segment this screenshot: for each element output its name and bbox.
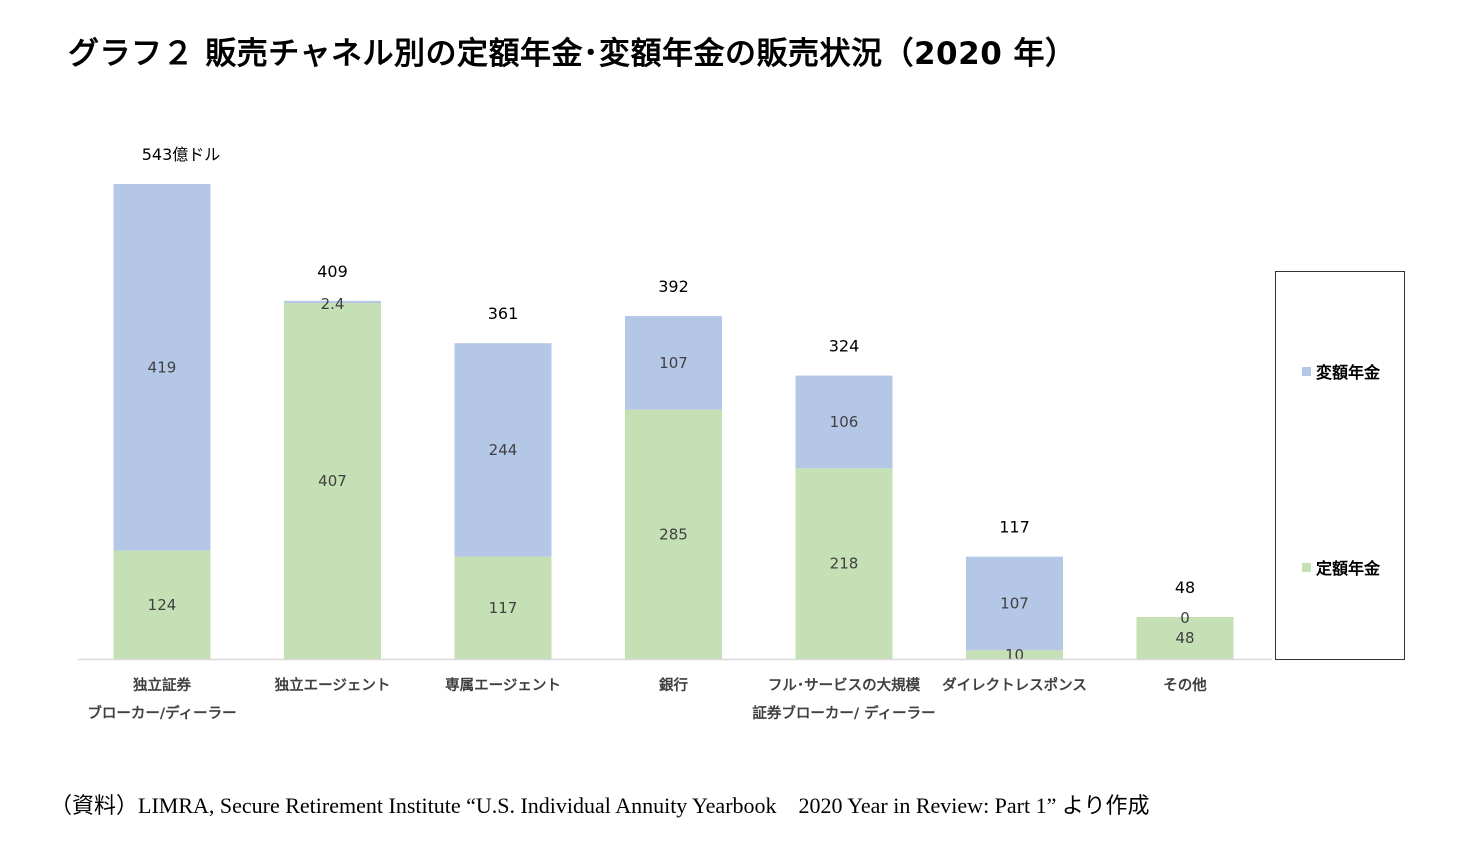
bar-fixed <box>454 556 552 659</box>
total-label: 409 <box>317 262 348 281</box>
x-tick-label: 専属エージェント <box>445 676 561 694</box>
total-label: 48 <box>1175 578 1195 597</box>
data-label-variable: 107 <box>659 354 688 372</box>
bar-fixed <box>113 550 211 659</box>
total-label: 117 <box>999 518 1030 537</box>
legend-swatch-variable <box>1302 366 1311 376</box>
legend-item-variable: 変額年金 <box>1302 359 1380 383</box>
x-tick-label: ブローカー/ディーラー <box>87 704 236 722</box>
data-label-variable: 244 <box>489 441 518 459</box>
x-tick-label: ダイレクトレスポンス <box>942 676 1087 694</box>
source-note: （資料）LIMRA, Secure Retirement Institute “… <box>50 793 1150 818</box>
bar-variable <box>454 343 552 557</box>
bar-fixed <box>795 468 893 659</box>
legend-item-fixed: 定額年金 <box>1302 555 1380 579</box>
legend-label-fixed: 定額年金 <box>1316 559 1381 578</box>
total-label: 392 <box>658 277 689 296</box>
bar-variable <box>284 300 381 303</box>
total-label: 324 <box>829 337 860 356</box>
data-label-variable: 107 <box>1000 594 1029 612</box>
legend-swatch-fixed <box>1302 562 1311 572</box>
x-tick-label: 銀行 <box>659 676 688 694</box>
x-tick-label: 独立エージェント <box>275 676 391 694</box>
bar-variable <box>795 375 893 469</box>
x-tick-label: フル･サービスの大規模 <box>768 676 921 694</box>
data-label-fixed: 407 <box>318 472 347 490</box>
x-tick-label: 独立証券 <box>133 676 191 694</box>
bar-fixed <box>284 302 381 659</box>
data-label-variable: 2.4 <box>321 295 345 313</box>
data-label-fixed: 218 <box>830 555 859 573</box>
data-label-fixed: 124 <box>148 596 177 614</box>
bar-variable <box>625 316 722 410</box>
total-label: 361 <box>488 304 519 323</box>
bar-fixed <box>1136 617 1234 659</box>
bar-fixed <box>625 409 722 659</box>
data-label-fixed: 48 <box>1175 629 1194 647</box>
data-label-fixed: 10 <box>1005 646 1024 664</box>
x-tick-label: その他 <box>1163 676 1207 694</box>
total-label: 543億ドル <box>142 145 221 164</box>
data-label-fixed: 117 <box>489 599 518 617</box>
data-label-variable: 0 <box>1180 609 1190 627</box>
data-label-fixed: 285 <box>659 525 688 543</box>
legend-label-variable: 変額年金 <box>1316 363 1381 382</box>
legend: 変額年金 定額年金 <box>1275 271 1405 660</box>
x-tick-label: 証券ブローカー/ ディーラー <box>752 704 935 722</box>
bar-fixed <box>966 650 1063 659</box>
bar-variable <box>966 556 1063 651</box>
data-label-variable: 419 <box>148 358 177 376</box>
chart-title: グラフ２ 販売チャネル別の定額年金･変額年金の販売状況（2020 年） <box>68 36 1077 72</box>
data-label-variable: 106 <box>830 413 859 431</box>
bar-variable <box>113 184 211 551</box>
